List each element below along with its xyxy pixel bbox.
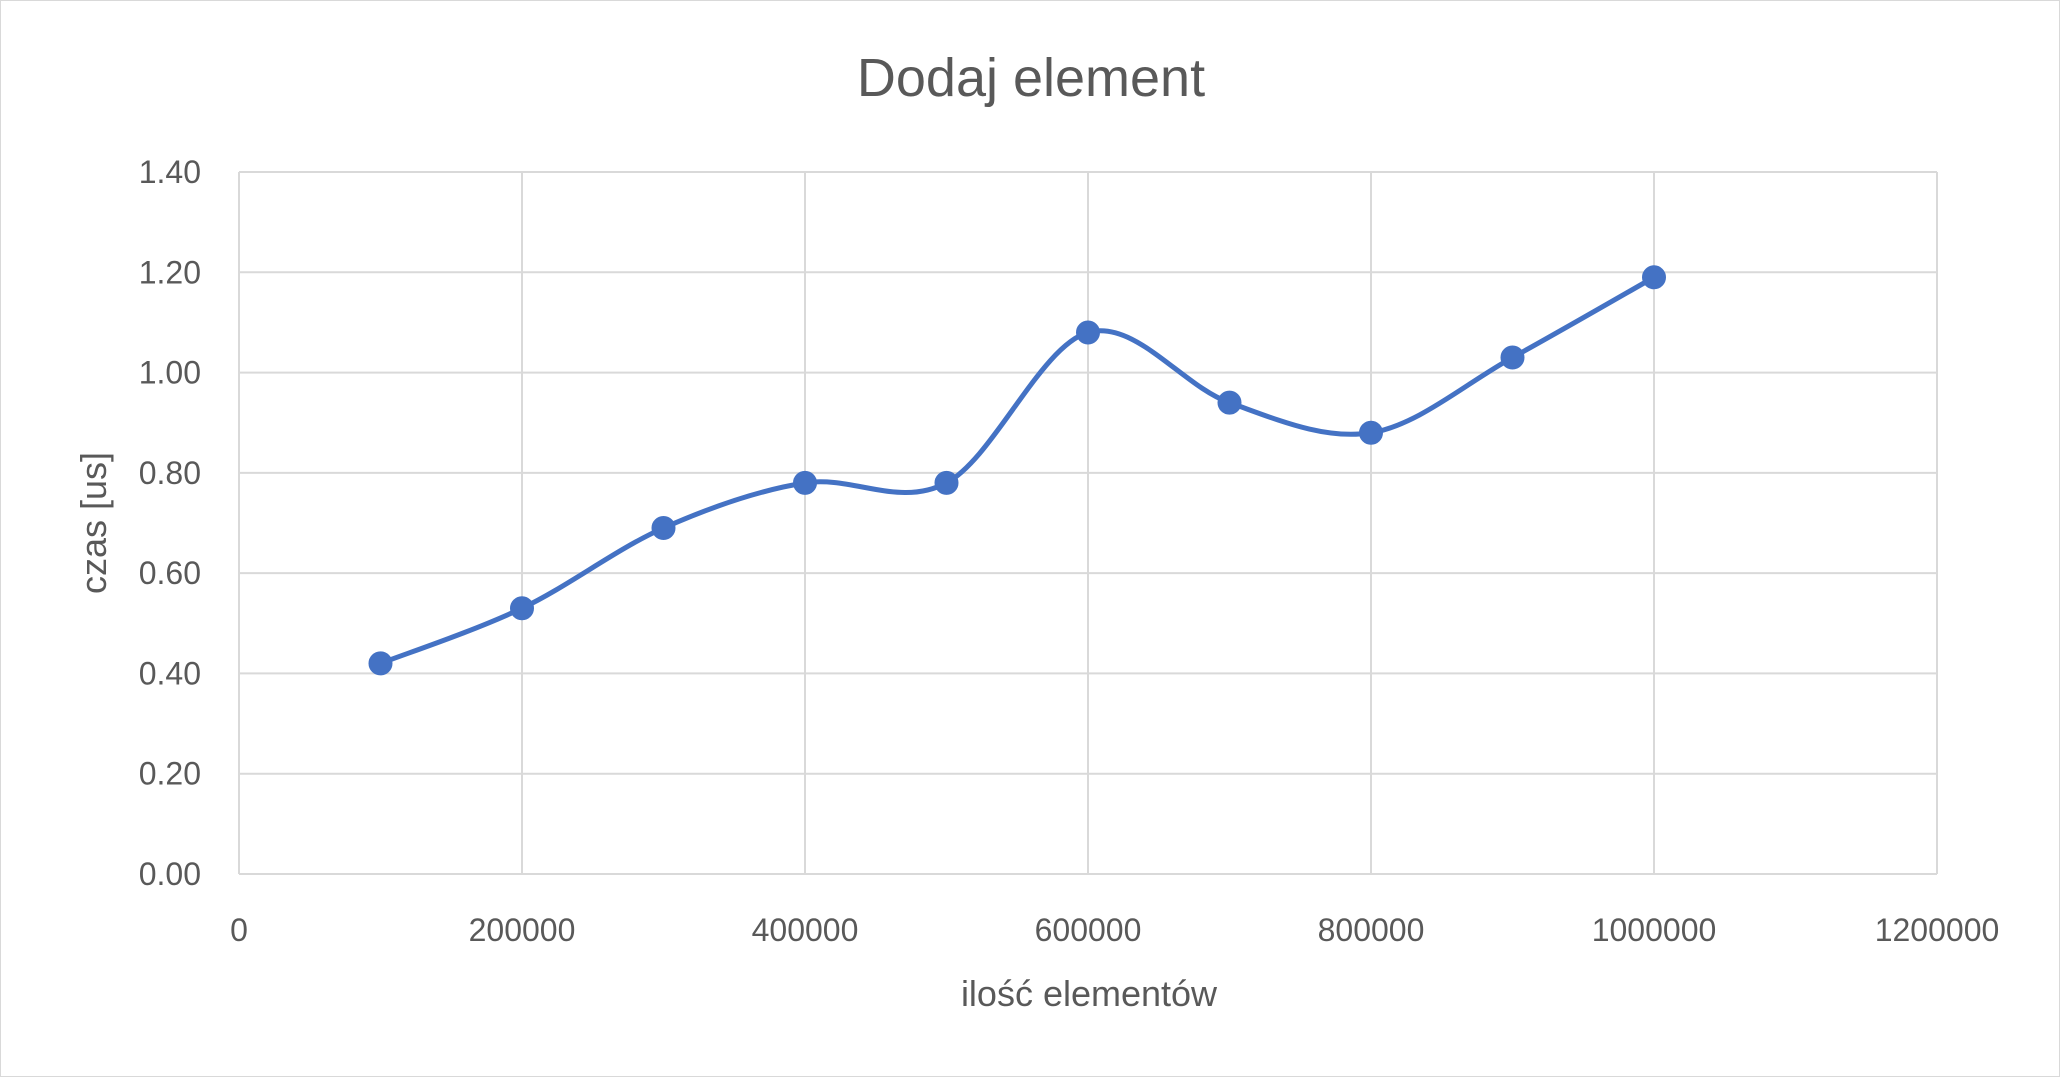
y-tick-label: 1.00 (139, 355, 201, 391)
data-point (510, 596, 534, 621)
y-axis-ticks: 0.00 0.20 0.40 0.60 0.80 1.00 1.20 1.40 (139, 154, 201, 892)
data-point (793, 470, 817, 495)
data-point (1217, 390, 1242, 415)
x-axis-label: ilość elementów (961, 973, 1218, 1014)
y-tick-label: 0.80 (139, 455, 201, 491)
y-tick-label: 0.60 (139, 555, 201, 591)
series-layer (368, 265, 1666, 676)
x-axis-ticks: 0 200000 400000 600000 800000 1000000 1200000 (230, 912, 1999, 948)
data-point (1076, 320, 1100, 345)
x-tick-label: 1000000 (1592, 912, 1717, 948)
data-point (934, 470, 959, 495)
chart-title: Dodaj element (857, 48, 1205, 108)
y-tick-label: 0.00 (139, 856, 201, 892)
x-tick-label: 600000 (1035, 912, 1142, 948)
y-tick-label: 1.40 (139, 154, 201, 190)
x-tick-label: 200000 (469, 912, 576, 948)
data-point (1500, 345, 1525, 370)
y-tick-label: 1.20 (139, 254, 201, 290)
data-point (368, 651, 393, 676)
x-tick-label: 400000 (752, 912, 859, 948)
y-axis-label: czas [us] (73, 452, 114, 594)
x-tick-label: 0 (230, 912, 248, 948)
y-tick-label: 0.20 (139, 756, 201, 792)
x-tick-label: 1200000 (1875, 912, 2000, 948)
x-tick-label: 800000 (1318, 912, 1425, 948)
series-line (378, 274, 1657, 666)
data-point (1642, 265, 1666, 290)
data-point (651, 516, 676, 541)
data-point (1359, 420, 1383, 445)
grid-lines (238, 171, 1938, 875)
y-tick-label: 0.40 (139, 655, 201, 691)
